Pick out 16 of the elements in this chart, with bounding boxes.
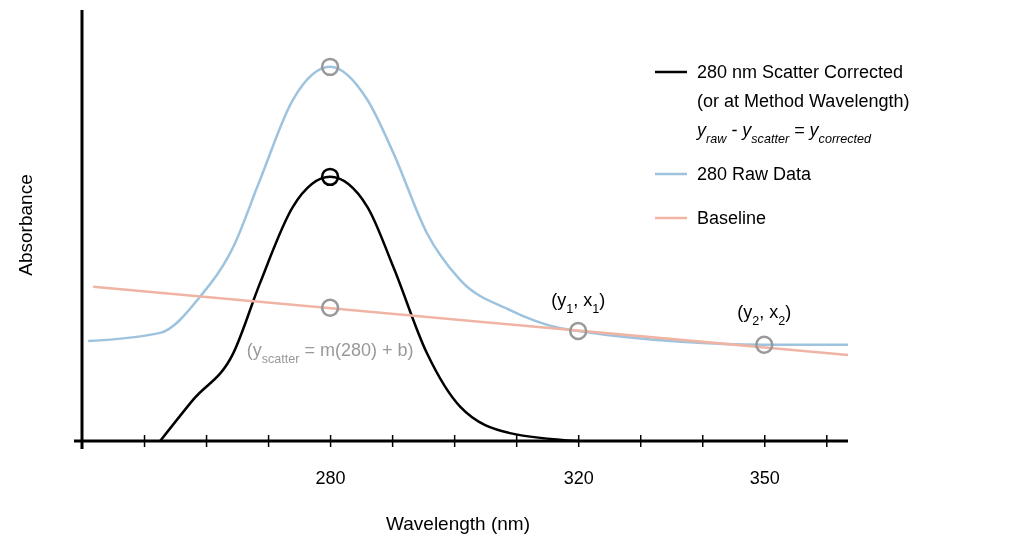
annotation: (y$_{1}$, x$_{1}$) [551, 290, 606, 317]
point [320, 298, 340, 318]
point [320, 167, 340, 187]
point [320, 57, 340, 77]
point [568, 321, 588, 341]
x-tick-label: 350 [749, 467, 780, 488]
legend-label: Baseline [697, 208, 767, 228]
x-tick-label: 280 [315, 467, 346, 488]
point [755, 335, 774, 355]
legend-label: 280 Raw Data [697, 164, 813, 184]
annotation: (y$_{scatter}$ = m(280) + b) [246, 339, 414, 366]
annotation: (y$_{2}$, x$_{2}$) [737, 301, 792, 328]
legend-label: 280 nm Scatter Corrected (or at Method Wavelength) y$_{raw}$ - y$_{scatter}$ = y$_{corrected}$ [695, 62, 910, 146]
x-axis-title: Wavelength (nm) [386, 513, 530, 534]
x-tick-label: 320 [563, 467, 594, 488]
y-axis-title: Absorbance [15, 174, 36, 276]
